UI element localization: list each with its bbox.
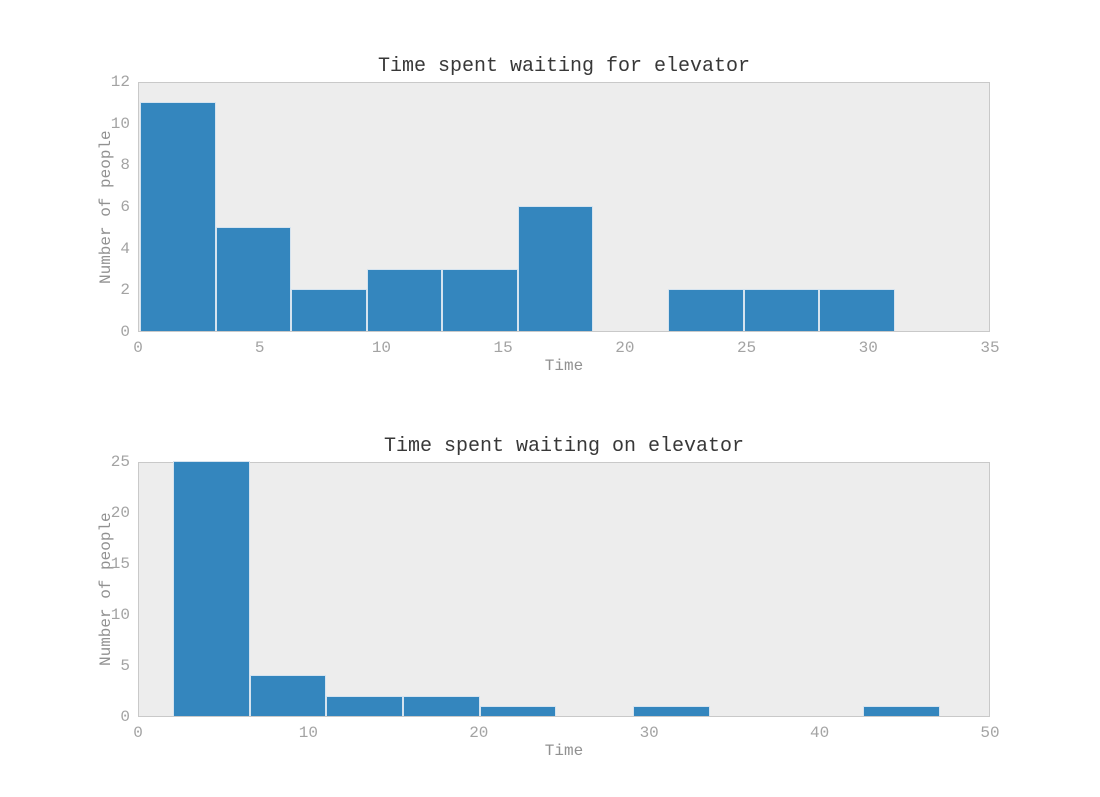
histogram-bar — [479, 705, 557, 716]
histogram-bar — [291, 289, 367, 331]
histogram-bar — [173, 461, 250, 716]
histogram-bar — [517, 206, 593, 331]
plot-area — [138, 82, 990, 332]
x-tick-label: 35 — [980, 339, 1000, 357]
x-tick-label: 25 — [736, 339, 757, 357]
histogram-bar — [215, 226, 292, 331]
x-tick-label: 20 — [615, 339, 635, 357]
histogram-bar — [140, 101, 216, 331]
y-tick-label: 8 — [120, 156, 130, 175]
plot-area — [138, 461, 990, 717]
y-tick-label: 6 — [120, 198, 130, 216]
x-tick-label: 30 — [639, 724, 659, 742]
histogram-bar — [326, 695, 404, 716]
chart-title: Time spent waiting for elevator — [377, 55, 751, 78]
x-tick-label: 10 — [298, 724, 318, 742]
y-tick-label: 10 — [110, 114, 130, 133]
histogram-bar — [668, 289, 744, 331]
x-tick-label: 0 — [133, 724, 143, 742]
x-tick-label: 20 — [469, 724, 489, 742]
x-tick-label: 5 — [254, 339, 265, 357]
histogram-bar — [819, 289, 895, 331]
histogram-bar — [366, 268, 443, 331]
x-axis-label: Time — [544, 357, 584, 375]
x-tick-label: 0 — [133, 339, 143, 357]
x-tick-label: 10 — [371, 339, 392, 357]
y-tick-label: 0 — [120, 708, 130, 726]
chart-title: Time spent waiting on elevator — [383, 435, 745, 458]
y-tick-label: 0 — [120, 323, 130, 341]
histogram-bar — [633, 705, 710, 716]
histogram-bar — [863, 705, 940, 716]
y-tick-label: 20 — [110, 504, 130, 522]
x-tick-label: 50 — [980, 724, 1000, 742]
y-tick-label: 15 — [110, 555, 130, 573]
y-axis-label: Number of people — [97, 512, 115, 667]
x-tick-label: 40 — [809, 724, 830, 742]
histogram-bar — [249, 675, 327, 716]
y-tick-label: 2 — [120, 281, 130, 300]
x-tick-label: 30 — [858, 339, 878, 357]
y-tick-label: 25 — [110, 453, 130, 471]
y-tick-label: 12 — [110, 73, 130, 91]
histogram-bar — [743, 289, 820, 331]
x-axis-label: Time — [544, 742, 584, 760]
y-tick-label: 10 — [110, 606, 130, 624]
x-tick-label: 15 — [493, 339, 513, 357]
histogram-bar — [403, 695, 480, 716]
y-tick-label: 5 — [120, 657, 130, 675]
histogram-bar — [442, 268, 518, 331]
y-tick-label: 4 — [120, 239, 130, 258]
